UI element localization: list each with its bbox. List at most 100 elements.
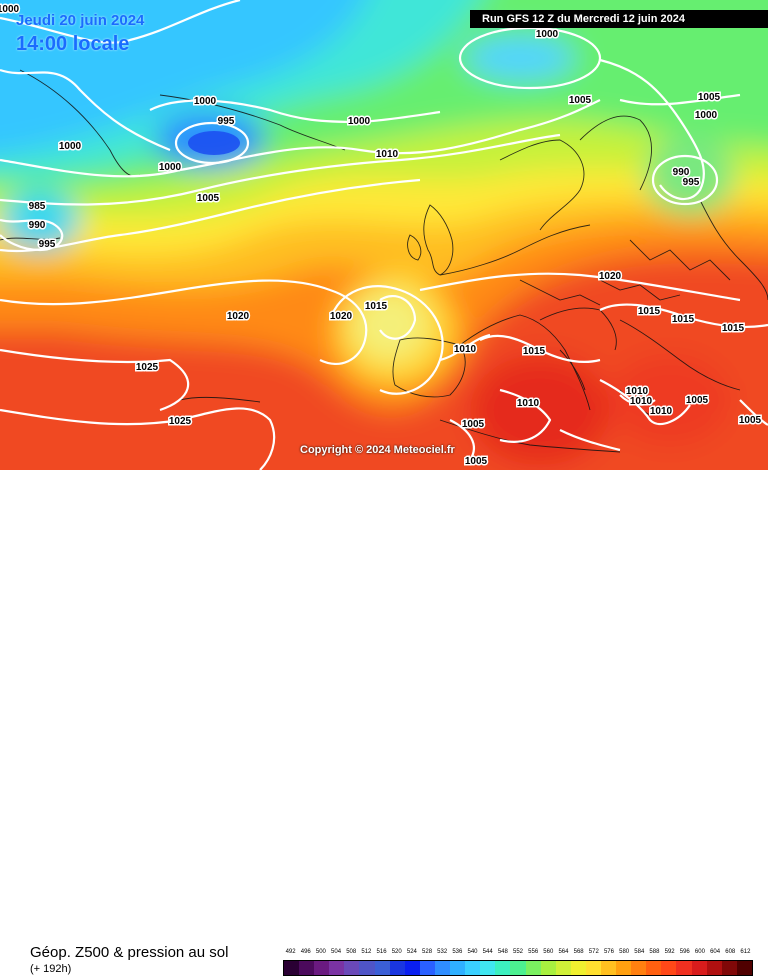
legend-swatch [389,961,405,975]
legend-label: 604 [710,949,721,955]
isobar-label: 1000 [0,4,20,15]
legend-label: 544 [482,949,493,955]
legend-swatch [284,961,300,975]
legend-label: 580 [619,949,630,955]
legend-label: 584 [634,949,645,955]
isobar-label: 1020 [330,311,353,322]
legend-label: 520 [391,949,402,955]
legend-swatch [465,961,481,975]
legend-swatch [661,961,677,975]
legend-swatch [555,961,571,975]
legend-swatch [359,961,375,975]
legend-swatch [434,961,451,975]
legend-label: 564 [558,949,569,955]
isobar-label: 1005 [462,419,485,430]
legend-swatch [374,961,390,975]
legend-swatch [616,961,632,975]
legend-swatch [299,961,315,975]
legend-swatch [329,961,345,975]
isobar-label: 1005 [686,395,709,406]
legend-label: 608 [725,949,736,955]
isobar-label: 1010 [376,149,399,160]
legend-label: 572 [588,949,599,955]
isobar-label: 995 [218,116,235,127]
copyright-notice: Copyright © 2024 Meteociel.fr [300,444,455,456]
legend-swatch [480,961,496,975]
isobar-label: 1005 [197,193,220,204]
legend-label: 512 [361,949,372,955]
legend-label: 496 [300,949,311,955]
isobar-label: 1000 [59,141,82,152]
isobar-label: 1010 [454,344,477,355]
isobar-label: 1010 [517,398,540,409]
isobar-label: 1015 [638,306,661,317]
legend-swatch [540,961,556,975]
isobar-label: 1000 [194,96,217,107]
legend-label: 500 [315,949,326,955]
legend-swatch [721,961,737,975]
legend-swatch [450,961,466,975]
legend-label: 552 [512,949,524,955]
legend-label: 536 [452,949,463,955]
forecast-map: 1000100010001000100099510001005100510109… [0,0,768,470]
legend-label: 548 [497,949,508,955]
isobar-label: 990 [29,220,46,231]
isobar-label: 1005 [465,456,488,467]
legend-swatch [314,961,330,975]
legend-label: 504 [331,949,342,955]
isobar-label: 1025 [136,362,159,373]
legend-label: 596 [679,949,690,955]
isobar-labels: 1000100010001000100099510001005100510109… [0,3,763,469]
isobar-label: 1000 [536,29,559,40]
isobar-label: 1000 [348,116,371,127]
legend-swatch [600,961,617,975]
legend-label: 600 [694,949,705,955]
isobar-label: 1005 [698,92,721,103]
legend-label: 560 [543,949,554,955]
isobar-label: 1005 [739,415,762,426]
model-run-banner: Run GFS 12 Z du Mercredi 12 juin 2024 [470,10,768,28]
legend-swatch [419,961,435,975]
legend-label: 492 [285,949,296,955]
legend-label: 528 [422,949,433,955]
isobar-label: 1000 [159,162,182,173]
forecast-date: Jeudi 20 juin 2024 [16,12,145,29]
legend-swatch [676,961,692,975]
low-pressure-core [188,131,240,155]
legend-swatch [404,961,420,975]
isobar-label: 990 [673,167,690,178]
legend-swatch [585,961,601,975]
isobar-label: 1020 [599,271,622,282]
isobar-label: 1010 [626,386,649,397]
color-scale-legend [283,960,753,976]
legend-label: 508 [346,949,357,955]
isobar-label: 1025 [169,416,192,427]
legend-label: 540 [467,949,478,955]
isobar-label: 985 [29,201,46,212]
isobar-label: 1015 [672,314,695,325]
legend-swatch [631,961,647,975]
isobar-label: 1000 [695,110,718,121]
legend-label: 576 [603,949,614,955]
isobar-label: 995 [39,239,56,250]
legend-labels: 492 496 500 504 508 512 516 520 524 528 532 536 540 5… [283,949,753,959]
legend-label: 568 [573,949,584,955]
legend-label: 556 [528,949,539,955]
isobar-label: 1010 [630,396,653,407]
legend-swatch [646,961,662,975]
legend-label: 588 [649,949,660,955]
forecast-lead-time: (+ 192h) [30,963,72,975]
legend-label: 532 [437,949,448,955]
legend-label: 612 [740,949,751,955]
legend-swatch [570,961,586,975]
forecast-local-time: 14:00 locale [16,33,130,55]
isobar-label: 1015 [523,346,546,357]
legend-swatch [691,961,707,975]
footer-bar: Géop. Z500 & pression au sol (+ 192h) 49… [0,470,768,976]
legend-label: 516 [376,949,387,955]
legend-label: 524 [406,949,417,955]
legend-swatch [510,961,526,975]
legend-swatch [525,961,541,975]
legend-swatch [344,961,360,975]
isobar-label: 1010 [650,406,673,417]
